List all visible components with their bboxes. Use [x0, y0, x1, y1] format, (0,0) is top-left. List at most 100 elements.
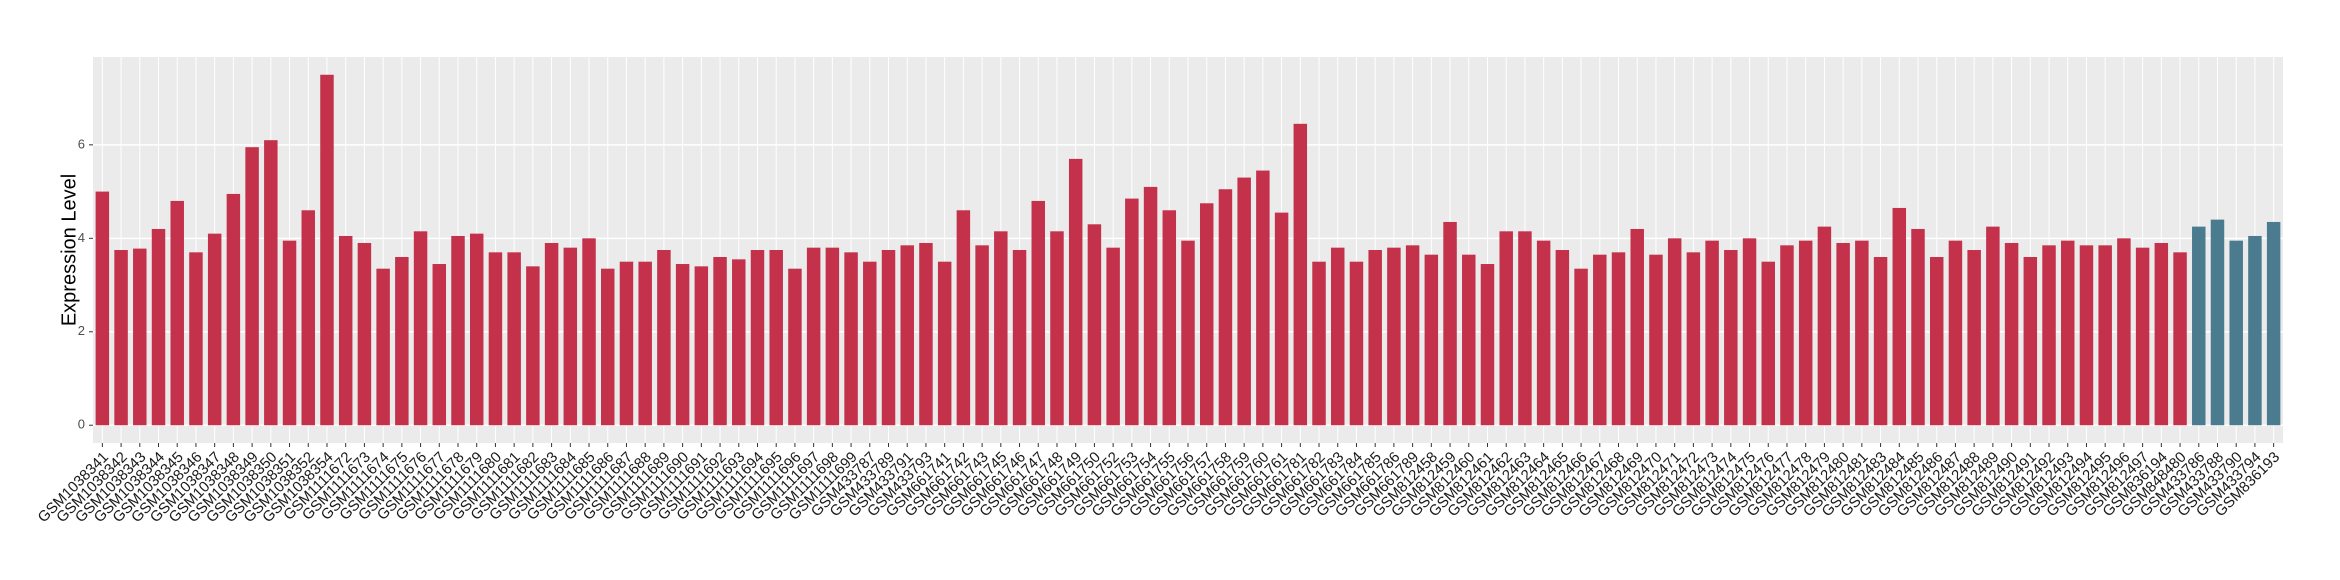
bar	[638, 261, 652, 426]
bar	[1705, 240, 1719, 426]
bar	[1218, 189, 1233, 426]
bar	[151, 228, 166, 426]
bar	[994, 231, 1008, 426]
bar	[1293, 123, 1308, 426]
y-tick-label: 2	[78, 323, 85, 338]
bar	[844, 252, 858, 426]
bar	[338, 235, 353, 426]
bar	[1443, 221, 1457, 426]
bar	[469, 233, 484, 426]
bar	[1555, 250, 1570, 426]
bar	[2135, 247, 2150, 426]
bar	[1892, 207, 1907, 426]
bar	[1106, 247, 1120, 426]
bar	[245, 147, 259, 426]
bar	[2117, 238, 2131, 426]
bar	[1031, 200, 1045, 426]
bar	[2248, 235, 2262, 426]
y-tick-label: 4	[78, 230, 85, 245]
bar	[207, 233, 222, 426]
bar	[563, 247, 578, 426]
bar	[657, 250, 671, 426]
y-tick-label: 0	[78, 417, 85, 432]
bar	[432, 264, 447, 426]
bar	[226, 193, 241, 426]
bar	[451, 235, 465, 426]
bar	[1331, 247, 1345, 426]
bar	[1593, 254, 1607, 426]
bar	[544, 242, 559, 426]
bar	[1405, 245, 1420, 426]
bar	[2192, 226, 2206, 426]
bar	[1780, 245, 1794, 426]
bar	[1349, 261, 1364, 426]
bar	[170, 200, 184, 426]
bar	[863, 261, 877, 426]
y-tick-label: 6	[78, 136, 85, 151]
bar	[2042, 245, 2056, 426]
bar	[1742, 238, 1757, 426]
bar	[806, 247, 821, 426]
bar	[1237, 177, 1251, 426]
bar	[1199, 203, 1214, 426]
bar	[2079, 245, 2094, 426]
bar	[357, 242, 372, 426]
bar	[1798, 240, 1813, 426]
bar	[694, 266, 709, 426]
bar	[189, 252, 203, 426]
bar	[1649, 254, 1663, 426]
bar	[788, 268, 802, 426]
bar	[1087, 224, 1102, 426]
bar	[1368, 250, 1382, 426]
bar	[1574, 268, 1588, 426]
y-axis-title: Expression Level	[58, 174, 80, 326]
bar	[2061, 240, 2075, 426]
bar	[282, 240, 297, 426]
bar	[1256, 170, 1270, 426]
bar	[1761, 261, 1775, 426]
bar	[1274, 212, 1289, 426]
bar	[1424, 254, 1439, 426]
bar	[488, 252, 503, 426]
bar	[2173, 252, 2187, 426]
bar	[1724, 250, 1738, 426]
bar	[1181, 240, 1195, 426]
bar	[1911, 228, 1925, 426]
bar	[956, 210, 971, 426]
bar	[732, 259, 746, 426]
bar	[713, 257, 727, 426]
bar	[114, 250, 128, 426]
bar	[825, 247, 840, 426]
bar	[1667, 238, 1682, 426]
bar	[320, 74, 334, 426]
bar	[1312, 261, 1326, 426]
bar	[900, 245, 914, 426]
bar	[750, 250, 765, 426]
bar	[1536, 240, 1551, 426]
bar	[2004, 242, 2019, 426]
bar	[975, 245, 989, 426]
bar	[1873, 257, 1888, 426]
bar	[1499, 231, 1513, 426]
bar	[601, 268, 615, 426]
bar	[769, 250, 783, 426]
bar	[1162, 210, 1177, 426]
bar	[1855, 240, 1869, 426]
bar	[2154, 242, 2169, 426]
bar	[675, 264, 690, 426]
bar	[582, 238, 596, 426]
bar	[395, 257, 409, 426]
bar	[1611, 252, 1626, 426]
bar	[1050, 231, 1064, 426]
bar	[2266, 221, 2281, 426]
bar	[1462, 254, 1476, 426]
bar	[376, 268, 390, 426]
bar	[1686, 252, 1701, 426]
bar	[301, 210, 315, 426]
bar	[1480, 264, 1495, 426]
bar	[1012, 250, 1027, 426]
bar	[881, 250, 896, 426]
bar	[619, 261, 634, 426]
bar	[1817, 226, 1832, 426]
